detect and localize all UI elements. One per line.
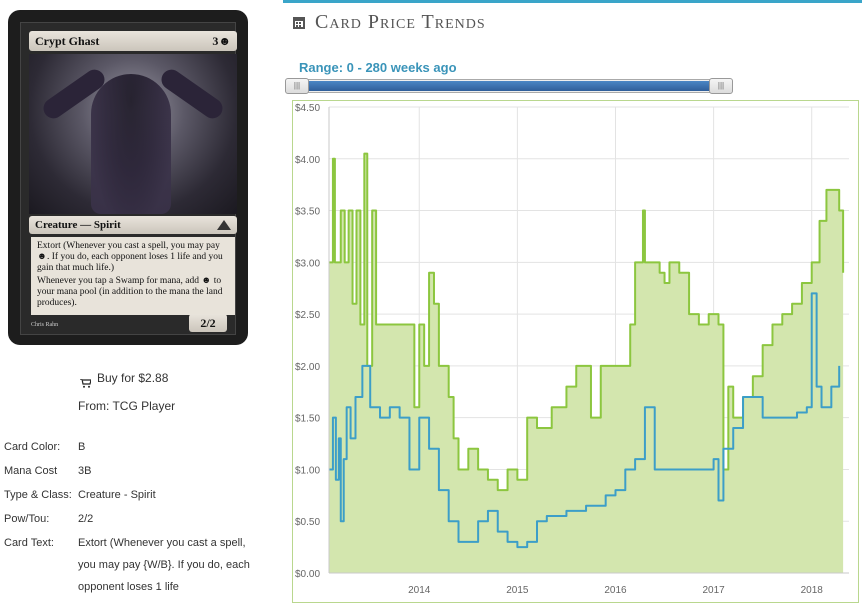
detail-key: Card Color:: [4, 441, 61, 453]
section-title: Card Price Trends: [315, 11, 486, 33]
detail-key: Type & Class:: [4, 489, 72, 501]
range-slider-handle-min[interactable]: |||: [285, 78, 309, 94]
detail-row-card-text: Card Text: Extort (Whenever you cast a s…: [4, 537, 264, 598]
buy-source: From: TCG Player: [78, 399, 176, 413]
card-name: Crypt Ghast: [35, 34, 100, 48]
y-tick-label: $0.50: [295, 517, 320, 528]
detail-row-pow-tou: Pow/Tou: 2/2: [4, 513, 264, 525]
shopping-cart-icon: [80, 378, 91, 388]
card-inner: Crypt Ghast 3☻ Creature — Spirit Extort …: [20, 22, 237, 335]
ghost-figure: [91, 74, 171, 214]
price-chart: $0.00 $0.50 $1.00 $1.50 $2.00 $2.50 $3.00 $3.50…: [292, 100, 859, 603]
detail-key: Card Text:: [4, 537, 54, 549]
range-label: Range: 0 - 280 weeks ago: [299, 60, 457, 75]
x-tick-label: 2018: [801, 585, 824, 596]
section-top-rule: [283, 0, 862, 3]
y-tick-label: $3.50: [295, 207, 320, 218]
section-header: Card Price Trends: [293, 11, 486, 34]
card-rules-swamp: Whenever you tap a Swamp for mana, add ☻…: [37, 276, 223, 308]
detail-value: 3B: [78, 465, 92, 477]
card-mana-cost: 3☻: [212, 34, 231, 48]
card-rules-extort: Extort (Whenever you cast a spell, you m…: [37, 241, 223, 273]
detail-value: 2/2: [78, 513, 94, 525]
detail-key: Pow/Tou:: [4, 513, 50, 525]
detail-row-mana-cost: Mana Cost 3B: [4, 465, 264, 477]
buy-label[interactable]: Buy for $2.88: [97, 371, 169, 385]
y-tick-label: $4.00: [295, 155, 320, 166]
range-slider[interactable]: ||| |||: [285, 78, 733, 94]
y-tick-label: $2.50: [295, 310, 320, 321]
set-symbol-icon: [217, 220, 231, 230]
detail-key: Mana Cost: [4, 465, 58, 477]
swamp-mana-icon: ☻: [218, 34, 231, 48]
y-tick-label: $0.00: [295, 569, 320, 580]
y-tick-label: $4.50: [295, 103, 320, 114]
buy-link[interactable]: Buy for $2.88: [80, 371, 169, 388]
detail-value: Extort (Whenever you cast a spell, you m…: [78, 537, 250, 593]
price-chart-svg: $0.00 $0.50 $1.00 $1.50 $2.00 $2.50 $3.00 $3.50…: [295, 103, 849, 596]
y-tick-label: $2.00: [295, 362, 320, 373]
detail-row-type: Type & Class: Creature - Spirit: [4, 489, 264, 501]
detail-row-color: Card Color: B: [4, 441, 264, 453]
detail-value: B: [78, 441, 86, 453]
card-type-line: Creature — Spirit: [35, 219, 121, 231]
card-details: Card Color: B Mana Cost 3B Type & Class:…: [4, 441, 264, 603]
y-tick-label: $3.00: [295, 258, 320, 269]
range-slider-fill: [296, 81, 722, 91]
card-art: [29, 54, 237, 214]
series-line-blue: [329, 292, 841, 549]
card-power-toughness: 2/2: [189, 314, 227, 332]
x-tick-label: 2017: [702, 585, 725, 596]
range-slider-handle-max[interactable]: |||: [709, 78, 733, 94]
card-title-bar: Crypt Ghast 3☻: [29, 31, 237, 51]
card-text-box: Extort (Whenever you cast a spell, you m…: [31, 237, 235, 315]
card-image: Crypt Ghast 3☻ Creature — Spirit Extort …: [8, 10, 248, 345]
detail-value: Creature - Spirit: [78, 489, 156, 501]
x-tick-label: 2014: [408, 585, 431, 596]
card-artist: Chris Rahn: [31, 322, 59, 328]
y-tick-label: $1.00: [295, 465, 320, 476]
x-tick-label: 2016: [604, 585, 627, 596]
x-tick-label: 2015: [506, 585, 529, 596]
y-tick-label: $1.50: [295, 414, 320, 425]
calendar-icon: [293, 16, 305, 29]
card-type-bar: Creature — Spirit: [29, 216, 237, 234]
